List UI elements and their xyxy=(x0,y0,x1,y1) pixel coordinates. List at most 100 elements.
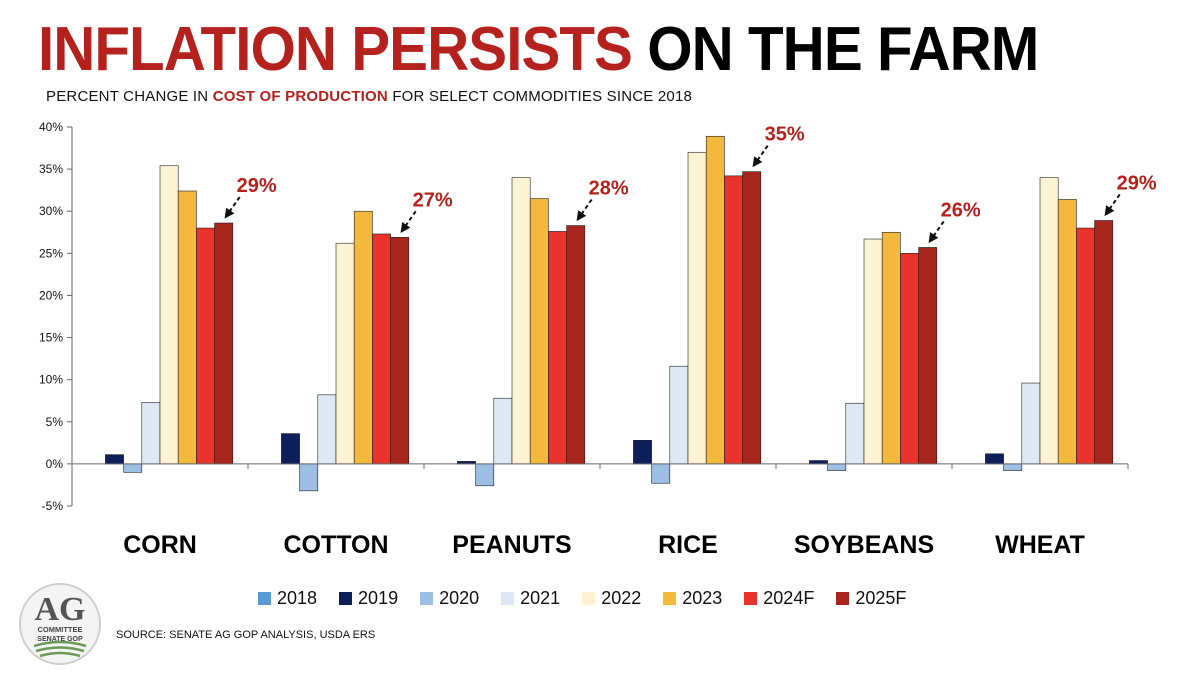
legend-label: 2024F xyxy=(763,588,815,608)
annotation-arrow xyxy=(576,198,593,222)
bar-2020-wheat xyxy=(1003,463,1023,471)
x-category-label: CORN xyxy=(123,531,197,559)
bar-2023-corn xyxy=(177,190,197,465)
bar-chart: -5% 0% 5% 10% 15% 20% 25% 30% 35% 40% CORN COTTON P… xyxy=(39,120,1157,559)
annotation-arrow xyxy=(1104,193,1121,217)
legend-item-2023: 2023 xyxy=(663,588,722,609)
legend-label: 2021 xyxy=(520,588,561,608)
annotation-label: 27% xyxy=(413,189,453,211)
bar-2021-wheat xyxy=(1021,382,1041,465)
bar-2024f-wheat xyxy=(1076,227,1095,465)
legend-label: 2019 xyxy=(358,588,399,608)
legend-swatch xyxy=(339,592,353,605)
subtitle-emphasis: COST OF PRODUCTION xyxy=(212,88,388,105)
legend-label: 2018 xyxy=(277,588,318,608)
legend-swatch xyxy=(501,592,515,605)
bar-2023-wheat xyxy=(1057,199,1077,465)
legend-item-2021: 2021 xyxy=(501,588,560,609)
bar-2025f-wheat xyxy=(1094,220,1114,465)
bar-2025f-corn xyxy=(214,222,234,465)
x-category-label: WHEAT xyxy=(995,531,1085,559)
y-tick-label: -5% xyxy=(42,499,64,513)
bar-2020-rice xyxy=(651,463,671,484)
bar-2022-peanuts xyxy=(511,177,531,465)
bar-2019-corn xyxy=(105,454,124,465)
y-tick-label: 5% xyxy=(46,415,64,429)
y-tick-label: 15% xyxy=(39,331,63,345)
logo-field-line-3 xyxy=(39,651,81,658)
x-category-label: SOYBEANS xyxy=(794,531,934,559)
bar-2021-rice xyxy=(669,365,689,465)
y-tick-label: 0% xyxy=(46,457,64,471)
y-axis: -5% 0% 5% 10% 15% 20% 25% 30% 35% 40% xyxy=(39,120,73,513)
bar-2022-wheat xyxy=(1039,177,1059,465)
bar-2019-wheat xyxy=(985,453,1004,465)
bar-2023-peanuts xyxy=(529,198,549,465)
bar-2021-cotton xyxy=(317,394,337,465)
legend-swatch xyxy=(744,592,758,605)
bar-2025f-cotton xyxy=(390,237,410,465)
logo-field-line-2 xyxy=(35,646,85,653)
bar-2020-soybeans xyxy=(827,463,847,471)
bar-2022-corn xyxy=(159,165,179,465)
x-category-label: RICE xyxy=(658,531,718,559)
bar-2024f-rice xyxy=(724,175,743,465)
bar-2020-cotton xyxy=(299,463,319,492)
bar-2022-rice xyxy=(687,151,707,465)
logo-ag-text: AG xyxy=(35,591,86,628)
bar-2024f-peanuts xyxy=(548,231,567,465)
annotation-label: 29% xyxy=(1117,172,1157,194)
x-axis: CORN COTTON PEANUTS RICE SOYBEANS WHEAT xyxy=(71,463,1129,559)
annotation-arrow xyxy=(752,145,769,168)
annotation-label: 35% xyxy=(765,124,805,146)
subtitle-prefix: PERCENT CHANGE IN xyxy=(46,88,213,105)
legend-swatch xyxy=(836,592,850,605)
bar-2025f-soybeans xyxy=(918,247,938,465)
annotation-label: 26% xyxy=(941,199,981,221)
y-tick-label: 30% xyxy=(39,204,63,218)
legend: 2018 2019 2020 2021 2022 2023 2024F 2025F xyxy=(258,588,906,609)
title-part-black: ON THE FARM xyxy=(631,15,1039,84)
bar-2023-soybeans xyxy=(881,231,901,465)
chart-title: INFLATION PERSISTS ON THE FARM xyxy=(38,14,1039,86)
annotation-arrow xyxy=(224,196,241,219)
bar-2021-corn xyxy=(141,402,161,465)
y-tick-label: 20% xyxy=(39,288,63,302)
legend-swatch xyxy=(258,592,271,605)
annotations: 29% 27% 28% 35% 26% 29% xyxy=(224,124,1157,244)
source-note: SOURCE: SENATE AG GOP ANALYSIS, USDA ERS xyxy=(116,629,376,641)
bar-2019-cotton xyxy=(281,433,300,465)
logo-senate-gop-text: SENATE GOP xyxy=(37,636,83,643)
y-tick-label: 35% xyxy=(39,162,63,176)
legend-swatch xyxy=(582,592,596,605)
legend-item-2020: 2020 xyxy=(420,588,479,609)
bars xyxy=(105,135,1114,492)
y-tick-label: 10% xyxy=(39,373,63,387)
title-part-red: INFLATION PERSISTS xyxy=(38,15,633,84)
bar-2021-soybeans xyxy=(845,402,865,465)
bar-2023-cotton xyxy=(353,210,373,465)
y-tick-label: 40% xyxy=(39,120,63,134)
annotation-label: 29% xyxy=(237,175,277,197)
legend-label: 2022 xyxy=(601,588,642,608)
bar-2024f-soybeans xyxy=(900,253,919,465)
subtitle-suffix: FOR SELECT COMMODITIES SINCE 2018 xyxy=(387,88,693,105)
legend-swatch xyxy=(663,592,677,605)
ag-committee-logo: AG COMMITTEE SENATE GOP xyxy=(19,583,101,665)
legend-item-2024f: 2024F xyxy=(744,588,814,609)
annotation-arrow xyxy=(928,220,945,244)
bar-2024f-cotton xyxy=(372,233,391,465)
y-tick-label: 25% xyxy=(39,246,63,260)
annotation-arrow xyxy=(400,210,417,233)
bar-2020-corn xyxy=(123,463,143,473)
bar-2019-rice xyxy=(633,440,652,465)
legend-item-2019: 2019 xyxy=(339,588,398,609)
bar-2019-soybeans xyxy=(809,460,828,465)
legend-item-2018: 2018 xyxy=(258,588,317,609)
bar-2024f-corn xyxy=(196,227,215,465)
legend-item-2022: 2022 xyxy=(582,588,641,609)
legend-swatch xyxy=(420,592,434,605)
bar-2023-rice xyxy=(705,135,725,465)
logo-committee-text: COMMITTEE xyxy=(38,625,83,634)
x-category-label: PEANUTS xyxy=(452,531,571,559)
